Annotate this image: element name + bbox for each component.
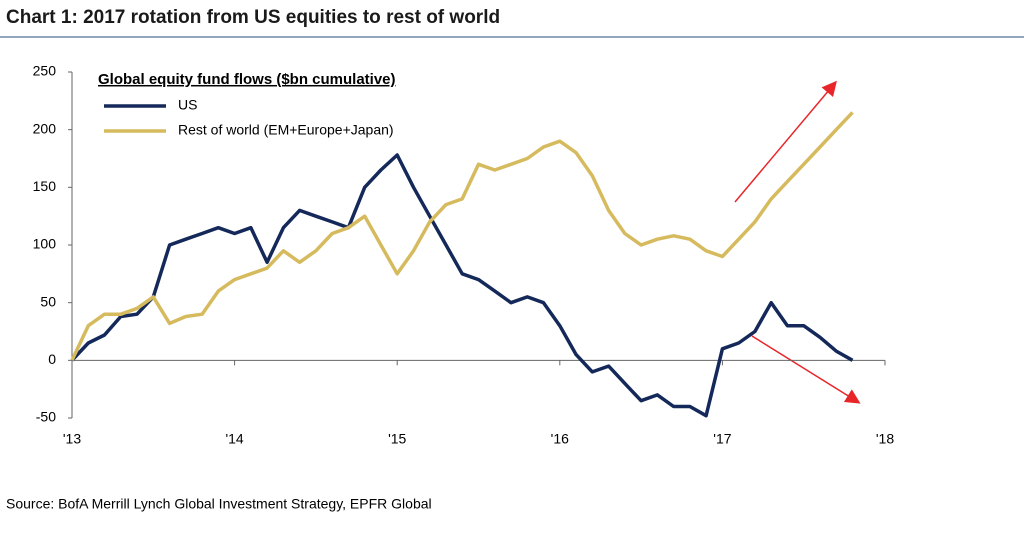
annotation-arrow [751,335,861,404]
legend-title: Global equity fund flows ($bn cumulative… [98,71,396,88]
x-tick-label: '14 [225,431,243,447]
y-tick-label: 0 [48,351,56,367]
series-line [70,153,854,418]
annotation-arrow [734,80,837,203]
y-tick-label: 150 [33,178,57,194]
x-tick-label: '16 [551,431,569,447]
y-tick-label: 250 [33,63,57,79]
source: Source: BofA Merrill Lynch Global Invest… [6,496,432,512]
x-tick-label: '18 [876,431,894,447]
legend-label: US [178,97,197,113]
y-tick-label: -50 [36,409,56,425]
legend-label: Rest of world (EM+Europe+Japan) [178,122,394,138]
chart-title: Chart 1: 2017 rotation from US equities … [6,7,500,28]
y-tick-label: 200 [33,120,57,136]
series-line [70,111,854,362]
x-tick-label: '17 [713,431,731,447]
x-tick-label: '13 [63,431,81,447]
y-tick-label: 100 [33,236,57,252]
y-tick-label: 50 [40,293,56,309]
x-tick-label: '15 [388,431,406,447]
